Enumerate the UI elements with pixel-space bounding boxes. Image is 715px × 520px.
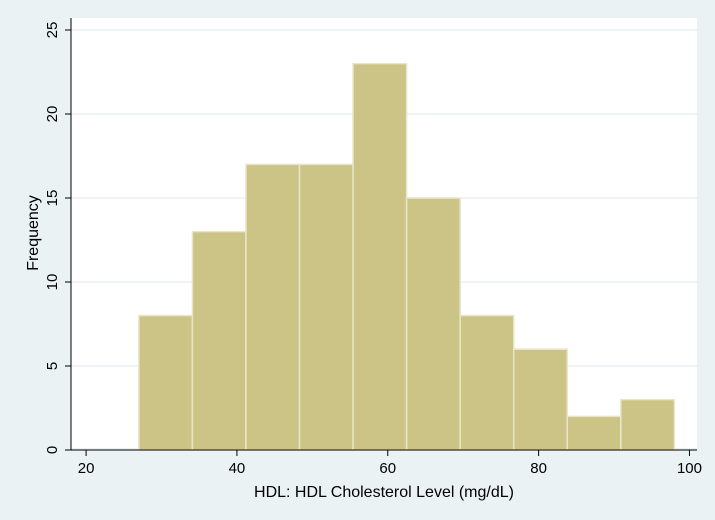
bars	[138, 62, 676, 451]
histogram-bar	[298, 163, 354, 451]
x-tick-label: 20	[78, 460, 95, 477]
x-axis-title: HDL: HDL Cholesterol Level (mg/dL)	[254, 484, 514, 501]
histogram-bar	[566, 415, 622, 451]
histogram-bar	[245, 163, 301, 451]
x-tick-label: 40	[229, 460, 246, 477]
histogram-bar	[352, 62, 408, 451]
histogram-bar	[191, 230, 247, 451]
axes	[70, 18, 697, 451]
histogram-bar	[512, 348, 569, 451]
x-axis-ticks: 20 40 60 80 100	[78, 450, 702, 477]
y-tick-label: 0	[44, 446, 61, 454]
x-tick-label: 80	[530, 460, 547, 477]
y-tick-label: 10	[44, 274, 61, 291]
y-tick-label: 5	[44, 362, 61, 370]
y-tick-label: 25	[44, 22, 61, 39]
y-axis-title: Frequency	[25, 195, 42, 271]
y-tick-label: 20	[44, 106, 61, 123]
histogram-bar	[459, 314, 515, 451]
histogram-bar	[405, 197, 461, 451]
histogram-bar	[138, 314, 194, 451]
x-tick-label: 100	[677, 460, 702, 477]
x-tick-label: 60	[379, 460, 396, 477]
y-tick-label: 15	[44, 190, 61, 207]
y-axis-ticks: 0 5 10 15 20 25	[44, 22, 71, 454]
histogram-bar	[620, 398, 676, 451]
